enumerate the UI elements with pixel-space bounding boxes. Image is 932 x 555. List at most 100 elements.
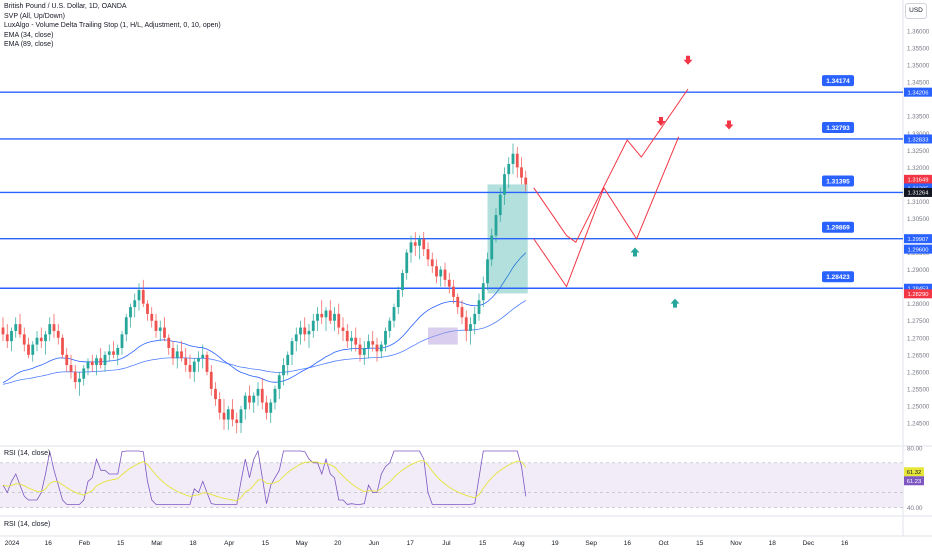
y-tick-label: 1.28000	[907, 301, 930, 308]
candle-body	[1, 327, 5, 335]
legend-title: British Pound / U.S. Dollar, 1D, OANDA	[4, 3, 127, 10]
price-tag-box	[904, 87, 932, 97]
level-label: 1.31395	[826, 178, 850, 185]
x-tick-label: Feb	[79, 540, 91, 547]
rsi-legend: RSI (14, close)	[4, 450, 51, 457]
candle-body	[214, 388, 217, 400]
candle-body	[222, 412, 226, 420]
candle-body	[265, 402, 268, 413]
candle-body	[490, 235, 494, 260]
candle-body	[507, 163, 511, 175]
candle-body	[39, 337, 43, 342]
y-tick-label: 1.27500	[907, 318, 930, 325]
y-tick-label: 1.34500	[907, 80, 930, 87]
candle-body	[18, 324, 22, 335]
price-tag-label: 1.29600	[908, 247, 929, 253]
candle-body	[260, 388, 264, 403]
candle-body	[197, 358, 200, 362]
candle-body	[120, 334, 124, 348]
y-tick-label: 1.25000	[907, 403, 930, 410]
x-tick-label: Aug	[513, 540, 525, 547]
y-tick-label: 1.31000	[907, 199, 930, 206]
candle-body	[452, 286, 455, 297]
x-tick-label: 2024	[5, 540, 20, 547]
candle-body	[486, 259, 489, 284]
candle-body	[379, 344, 383, 352]
candle-body	[124, 317, 128, 335]
y-tick-label: 1.33500	[907, 114, 930, 121]
x-tick-label: 15	[117, 540, 125, 547]
candle-body	[358, 344, 362, 355]
projection-path-upper	[533, 88, 689, 244]
price-tag-box	[904, 283, 932, 293]
currency-button[interactable]: USD	[905, 3, 927, 19]
y-tick-label: 1.32500	[907, 148, 930, 155]
candle-body	[384, 330, 387, 345]
price-tag-box	[904, 244, 932, 254]
candle-body	[337, 313, 341, 328]
candle-body	[303, 327, 307, 335]
candle-body	[150, 313, 154, 321]
price-tag-box	[904, 289, 932, 299]
price-tag-label: 1.34206	[908, 90, 929, 96]
candle-body	[494, 215, 498, 236]
up-arrow-icon	[670, 298, 680, 308]
candle-body	[65, 354, 69, 366]
x-tick-label: 15	[696, 540, 704, 547]
candle-body	[167, 337, 171, 348]
candle-body	[430, 259, 434, 267]
price-tag-box	[904, 187, 932, 197]
rsi-axis-label: 80.00	[907, 446, 923, 453]
legend-indicator: EMA (89, close)	[4, 41, 54, 48]
candle-body	[27, 344, 30, 355]
candle-body	[345, 330, 349, 342]
x-tick-label: Oct	[659, 540, 669, 547]
candle-body	[90, 361, 94, 366]
candle-body	[52, 324, 56, 331]
candle-body	[367, 341, 370, 348]
candle-body	[171, 347, 175, 359]
x-tick-label: Mar	[151, 540, 163, 547]
candle-body	[158, 327, 162, 331]
candle-body	[273, 388, 277, 403]
x-tick-label: 16	[624, 540, 632, 547]
candle-body	[299, 327, 302, 335]
candle-body	[163, 327, 166, 338]
level-label: 1.32793	[826, 125, 850, 132]
x-tick-label: 15	[262, 540, 270, 547]
x-tick-label: 18	[769, 540, 777, 547]
candle-body	[350, 337, 353, 342]
candle-body	[188, 365, 192, 372]
y-tick-label: 1.24500	[907, 420, 930, 427]
y-tick-label: 1.27000	[907, 335, 930, 342]
candle-body	[82, 368, 86, 379]
down-arrow-icon	[683, 55, 693, 65]
rsi-line	[2, 449, 527, 505]
y-tick-label: 1.25500	[907, 386, 930, 393]
rsi2-legend: RSI (14, close)	[4, 521, 51, 528]
candle-body	[435, 266, 438, 277]
candle-body	[447, 279, 451, 287]
candle-body	[99, 358, 103, 366]
y-tick-label: 1.35000	[907, 63, 930, 70]
candle-body	[388, 320, 392, 331]
candle-body	[201, 354, 205, 359]
candle-body	[48, 324, 52, 335]
candle-body	[141, 290, 145, 304]
candle-body	[307, 330, 311, 335]
candle-body	[112, 351, 115, 355]
candle-body	[44, 334, 47, 342]
price-tag-box	[904, 234, 932, 244]
rsi-value-tag-box	[904, 476, 924, 486]
candle-body	[443, 269, 447, 280]
candle-body	[5, 334, 9, 342]
candle-body	[192, 361, 196, 372]
x-tick-label: Dec	[803, 540, 815, 547]
candle-body	[524, 177, 528, 185]
candle-body	[418, 238, 421, 246]
candle-body	[209, 371, 213, 389]
y-tick-label: 1.35500	[907, 46, 930, 53]
down-arrow-icon	[656, 117, 666, 127]
